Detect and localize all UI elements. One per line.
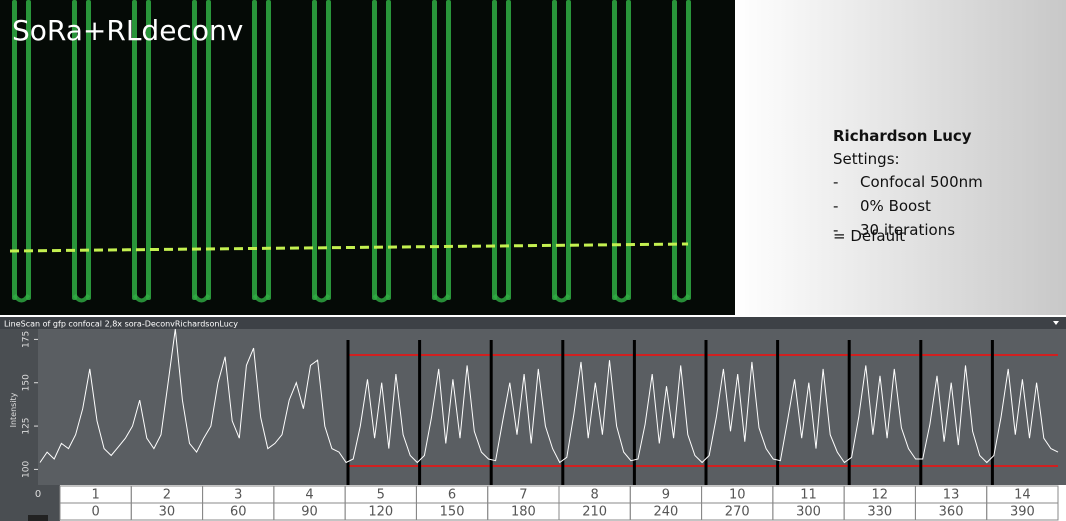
scale-index: 7 xyxy=(519,488,527,503)
scale-index: 5 xyxy=(377,488,385,503)
scale-position: 150 xyxy=(440,505,465,520)
x-origin-label: 0 xyxy=(35,489,41,500)
scale-position: 270 xyxy=(725,505,750,520)
notes-subtitle: Settings: xyxy=(833,150,900,168)
y-tick-label: 150 xyxy=(22,374,32,391)
scale-position: 360 xyxy=(939,505,964,520)
y-tick-label: 175 xyxy=(22,331,32,348)
notes-title: Richardson Lucy xyxy=(833,127,972,145)
scale-position: 60 xyxy=(230,505,247,520)
plot-area xyxy=(38,329,1066,485)
scale-index: 6 xyxy=(448,488,456,503)
scale-position: 30 xyxy=(159,505,176,520)
notes-item: Confocal 500nm xyxy=(860,173,983,191)
notes-item: 30 iterations xyxy=(860,221,955,239)
scale-position: 120 xyxy=(368,505,393,520)
scale-index: 8 xyxy=(591,488,599,503)
title-bar xyxy=(0,317,1066,329)
scale-index: 11 xyxy=(800,488,817,503)
bullet: - xyxy=(833,173,838,191)
scale-position: 300 xyxy=(796,505,821,520)
scan-line xyxy=(9,242,689,253)
notes-panel xyxy=(735,0,1066,315)
image-label: SoRa+RLdeconv xyxy=(12,14,243,47)
bullet: - xyxy=(833,221,838,239)
scale-position: 240 xyxy=(654,505,679,520)
scale-index: 1 xyxy=(92,488,100,503)
dropdown[interactable] xyxy=(1053,321,1059,325)
notes-result: = Default xyxy=(833,227,905,245)
scale-index: 2 xyxy=(163,488,171,503)
scale-index: 10 xyxy=(729,488,746,503)
notes-items: - Confocal 500nm - 0% Boost - 30 iterations xyxy=(833,173,983,239)
scale-cell xyxy=(986,502,1059,521)
y-tick-label: 100 xyxy=(22,461,32,478)
line-trace xyxy=(39,328,1059,464)
scale-position: 180 xyxy=(511,505,536,520)
scale-index: 12 xyxy=(872,488,889,503)
bullet: - xyxy=(833,197,838,215)
y-tick-label: 125 xyxy=(22,417,32,434)
scale-position: 330 xyxy=(867,505,892,520)
notes-item: 0% Boost xyxy=(860,197,931,215)
y-axis-label: Intensity xyxy=(9,392,18,427)
chart-title: LineScan of gfp confocal 2,8x sora-Decon… xyxy=(4,320,238,329)
scale-index: 9 xyxy=(662,488,670,503)
scale-position: 0 xyxy=(92,505,100,520)
stripes xyxy=(0,0,700,315)
scale-index: 13 xyxy=(943,488,960,503)
scale-index: 4 xyxy=(305,488,313,503)
scale-position: 90 xyxy=(301,505,318,520)
scale-position: 210 xyxy=(582,505,607,520)
reference-lines xyxy=(348,354,1058,467)
scale-index: 3 xyxy=(234,488,242,503)
scale-position: 390 xyxy=(1010,505,1035,520)
scale-index: 14 xyxy=(1014,488,1031,503)
handle xyxy=(28,515,48,521)
